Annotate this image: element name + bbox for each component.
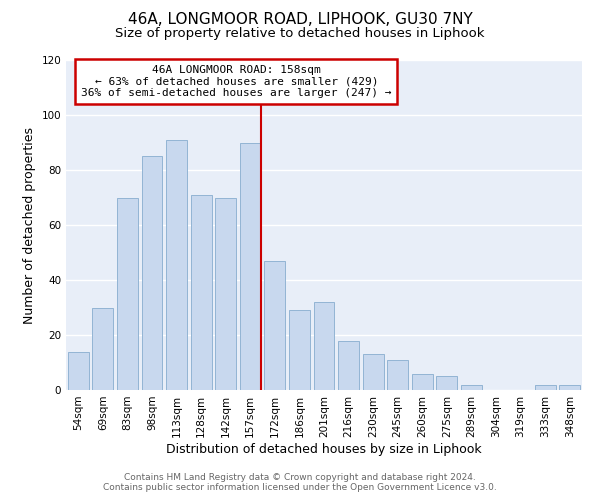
Bar [436,376,457,390]
X-axis label: Distribution of detached houses by size in Liphook: Distribution of detached houses by size … [166,442,482,456]
Bar [412,374,433,390]
Bar [166,140,187,390]
Bar [559,384,580,390]
Bar [461,384,482,390]
Bar [362,354,383,390]
Bar [387,360,408,390]
Bar [68,352,89,390]
Bar [265,261,286,390]
Bar [92,308,113,390]
Bar [535,384,556,390]
Bar [240,142,261,390]
Bar [142,156,163,390]
Text: Size of property relative to detached houses in Liphook: Size of property relative to detached ho… [115,28,485,40]
Bar [338,340,359,390]
Y-axis label: Number of detached properties: Number of detached properties [23,126,36,324]
Bar [117,198,138,390]
Text: 46A LONGMOOR ROAD: 158sqm
← 63% of detached houses are smaller (429)
36% of semi: 46A LONGMOOR ROAD: 158sqm ← 63% of detac… [81,65,392,98]
Text: Contains public sector information licensed under the Open Government Licence v3: Contains public sector information licen… [103,482,497,492]
Bar [191,194,212,390]
Text: Contains HM Land Registry data © Crown copyright and database right 2024.: Contains HM Land Registry data © Crown c… [124,472,476,482]
Bar [289,310,310,390]
Text: 46A, LONGMOOR ROAD, LIPHOOK, GU30 7NY: 46A, LONGMOOR ROAD, LIPHOOK, GU30 7NY [128,12,472,28]
Bar [314,302,334,390]
Bar [215,198,236,390]
